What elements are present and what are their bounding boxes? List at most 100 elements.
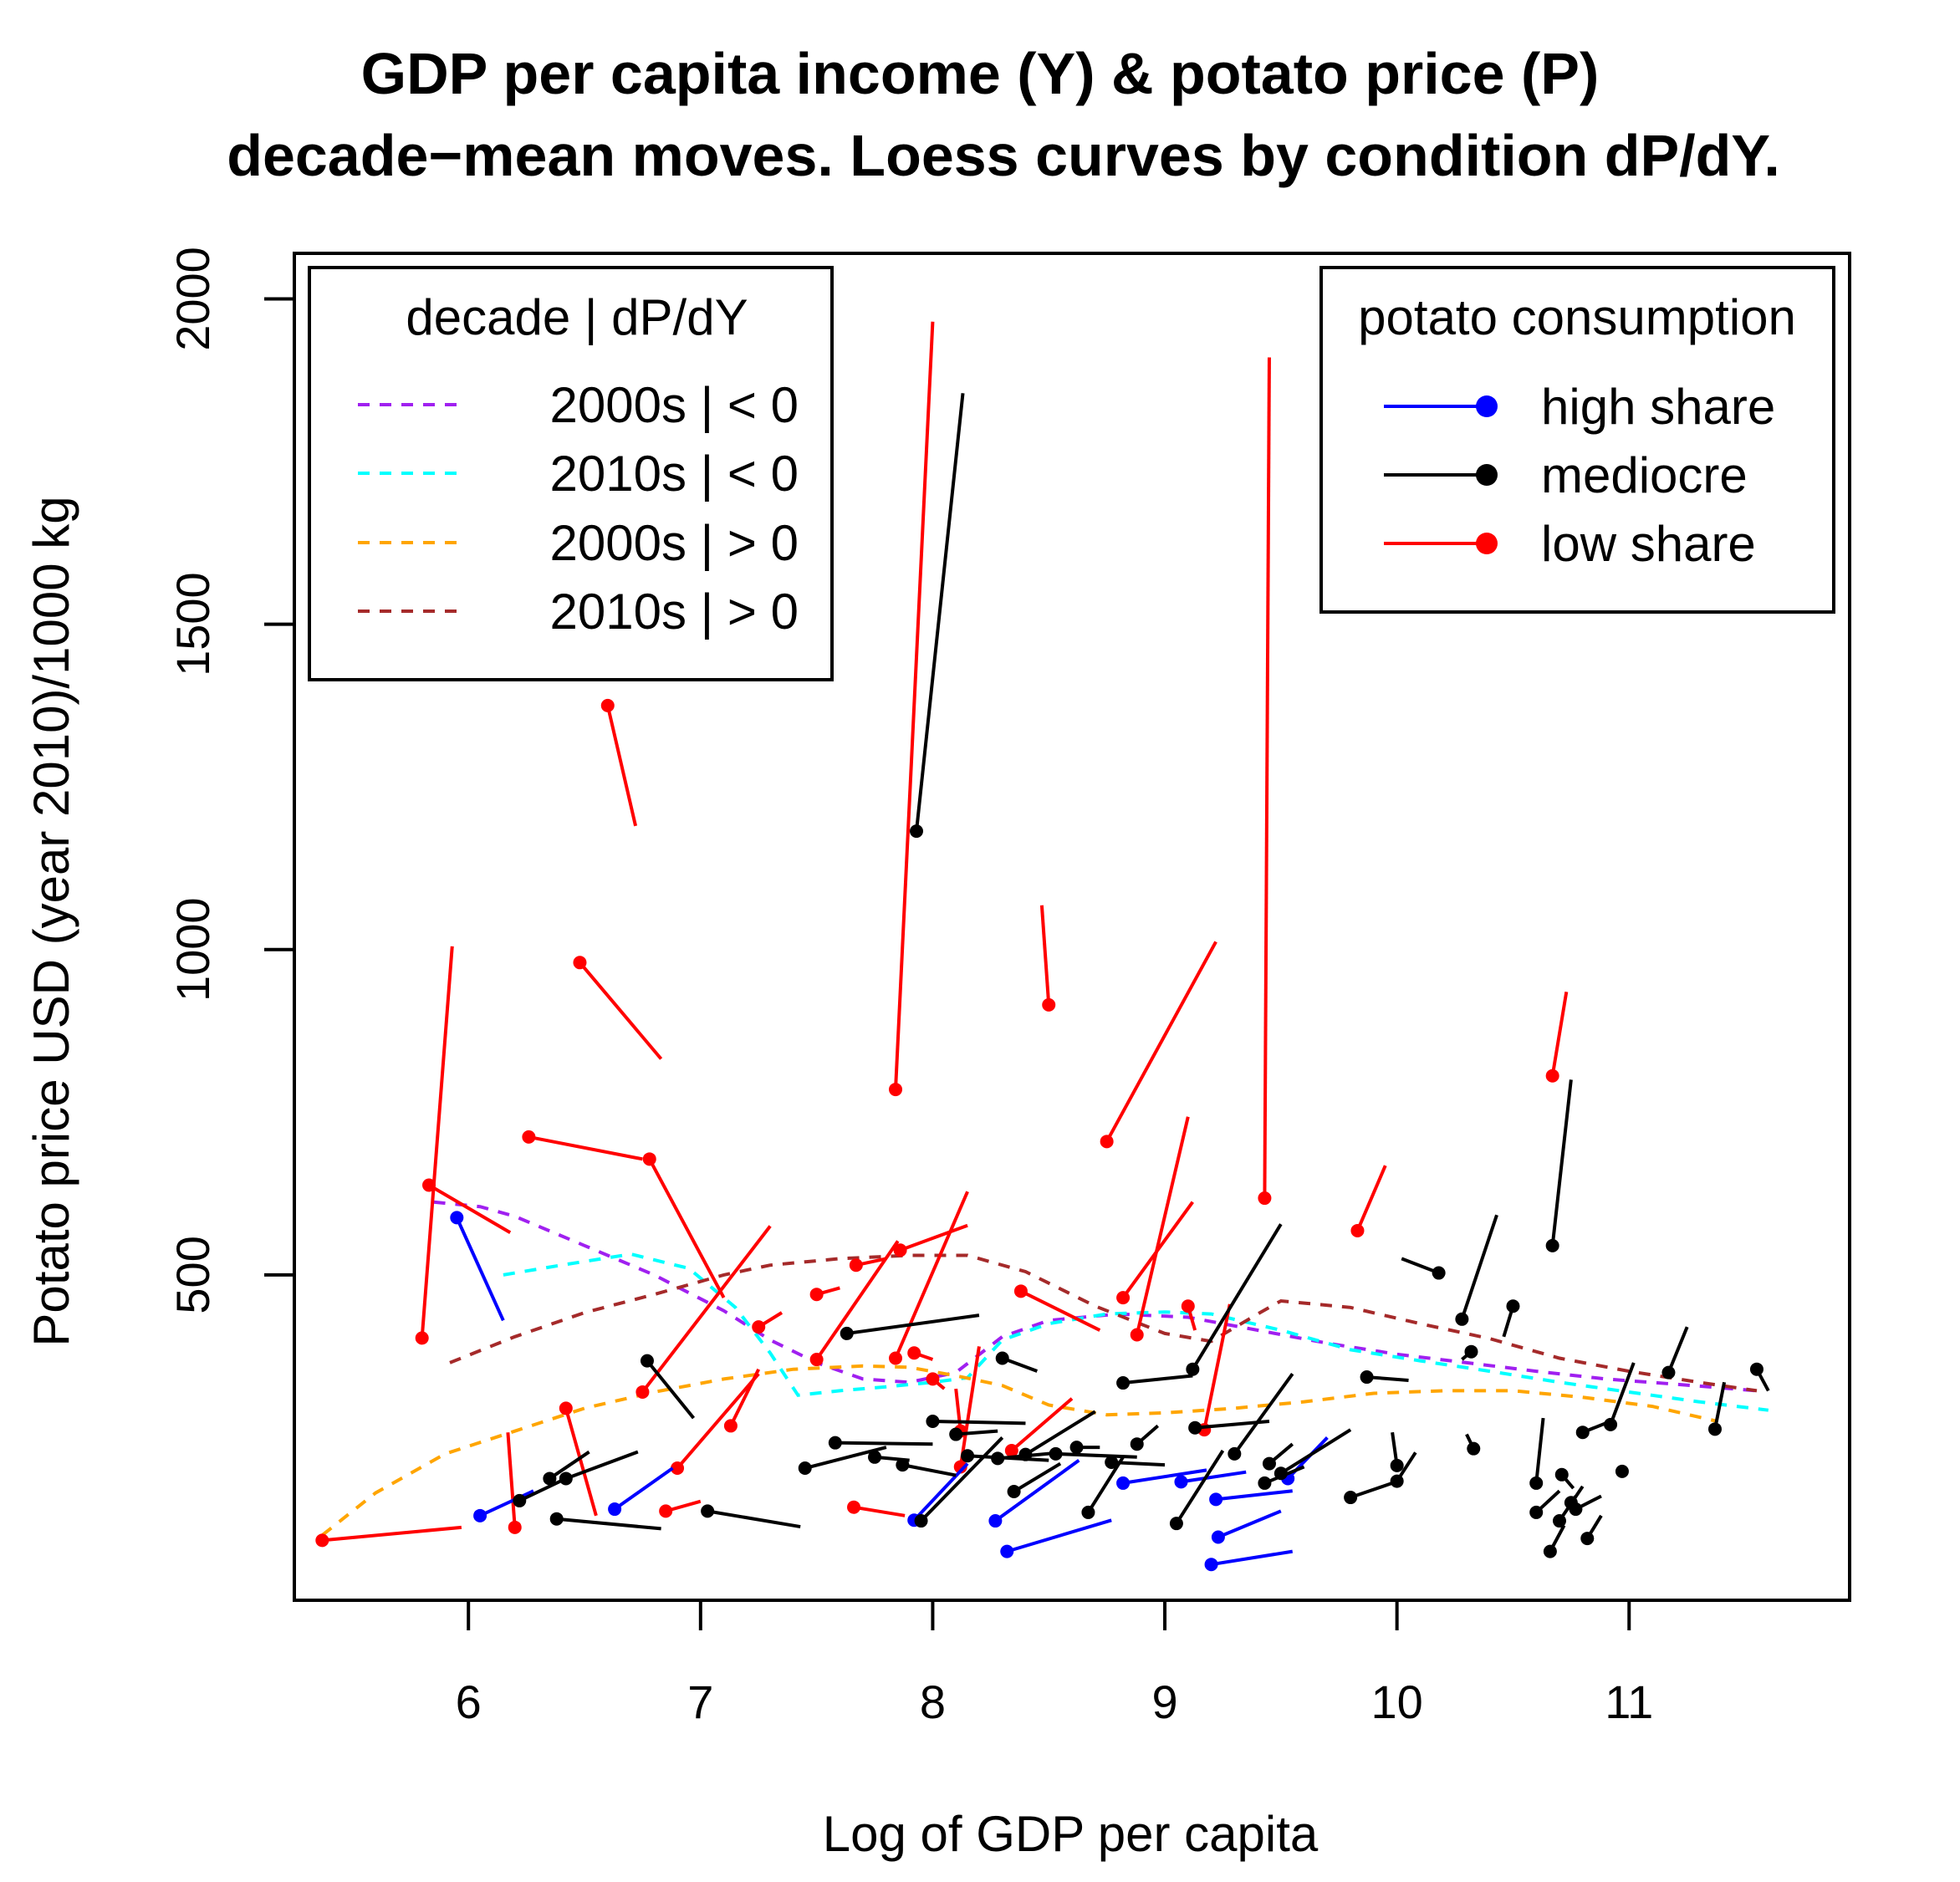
- segment-mediocre: [1609, 1362, 1636, 1426]
- segment-start-point-low-share: [1013, 1284, 1028, 1298]
- segment-mediocre: [1111, 1461, 1166, 1467]
- segment-start-point-low-share: [809, 1288, 824, 1302]
- segment-mediocre: [1550, 1079, 1573, 1247]
- segment-start-point-low-share: [893, 1243, 907, 1257]
- segment-start-point-low-share: [889, 1351, 903, 1365]
- segment-low-share: [814, 1240, 900, 1361]
- segment-low-share: [578, 961, 663, 1060]
- segment-start-point-mediocre: [701, 1504, 715, 1518]
- segment-mediocre: [1366, 1375, 1409, 1382]
- segment-low-share: [1135, 1116, 1190, 1335]
- segment-start-point-mediocre: [1018, 1447, 1033, 1461]
- legend-decade-label-2010s-pos: 2010s | > 0: [550, 584, 799, 640]
- segment-low-share: [564, 1407, 598, 1517]
- segment-mediocre: [1713, 1381, 1727, 1430]
- segment-low-share: [428, 1183, 512, 1235]
- segment-start-point-low-share: [415, 1331, 429, 1345]
- chart-title-line-1: GDP per capita income (Y) & potato price…: [361, 41, 1600, 106]
- y-tick-label: 500: [166, 1236, 219, 1313]
- segment-start-point-mediocre: [1707, 1422, 1722, 1436]
- segment-start-point-mediocre: [1545, 1238, 1559, 1252]
- segment-start-point-mediocre: [1749, 1362, 1763, 1376]
- legend-decade-label-2000s-neg: 2000s | < 0: [550, 377, 799, 433]
- segment-mediocre: [1086, 1456, 1125, 1514]
- legend-decade-label-2000s-pos: 2000s | > 0: [550, 515, 799, 571]
- loess-curves: [321, 1200, 1769, 1537]
- segment-start-point-high-share: [1116, 1476, 1131, 1490]
- segment-low-share: [1105, 941, 1217, 1143]
- segment-start-point-mediocre: [1007, 1485, 1021, 1499]
- segment-mediocre: [1460, 1214, 1498, 1320]
- y-tick-label: 1500: [166, 572, 219, 676]
- segment-start-point-mediocre: [910, 824, 923, 839]
- segment-start-point-low-share: [1130, 1328, 1144, 1342]
- segment-high-share: [912, 1462, 969, 1522]
- x-tick-label: 10: [1371, 1675, 1423, 1728]
- segment-start-point-mediocre: [1552, 1514, 1566, 1528]
- segment-mediocre: [1024, 1410, 1096, 1456]
- segment-start-point-low-share: [752, 1320, 766, 1334]
- segment-high-share: [1211, 1549, 1294, 1567]
- segment-start-point-mediocre: [1615, 1464, 1629, 1478]
- segment-low-share: [1550, 991, 1569, 1077]
- legend-consumption-label-low-share: low share: [1541, 516, 1756, 572]
- segment-low-share: [1355, 1165, 1387, 1232]
- segment-start-point-mediocre: [1661, 1365, 1676, 1380]
- legend-consumption-dot-high-share: [1476, 395, 1498, 417]
- segment-start-point-low-share: [659, 1504, 673, 1518]
- segment-low-share: [420, 946, 454, 1339]
- segment-start-point-high-share: [450, 1211, 464, 1225]
- segment-start-point-low-share: [635, 1385, 650, 1399]
- segment-high-share: [479, 1489, 534, 1517]
- legend-decade-box: [308, 266, 834, 681]
- y-tick-label: 2000: [166, 247, 219, 351]
- x-tick-label: 9: [1151, 1675, 1177, 1728]
- segment-start-point-low-share: [889, 1083, 903, 1097]
- segment-start-point-low-share: [849, 1258, 863, 1273]
- segment-start-point-mediocre: [1360, 1370, 1374, 1385]
- y-tick-label: 1000: [166, 897, 219, 1002]
- segment-start-point-low-share: [508, 1520, 522, 1534]
- segment-high-share: [1217, 1509, 1282, 1539]
- segment-high-share: [1122, 1468, 1207, 1485]
- segment-start-point-mediocre: [1049, 1446, 1063, 1461]
- segment-start-point-low-share: [926, 1372, 940, 1386]
- segment-high-share: [455, 1216, 505, 1322]
- segment-start-point-mediocre: [926, 1414, 940, 1428]
- segment-mediocre: [518, 1477, 567, 1502]
- segment-start-point-high-share: [1211, 1530, 1225, 1544]
- segment-start-point-mediocre: [1543, 1544, 1557, 1558]
- segment-start-point-mediocre: [559, 1471, 573, 1486]
- segment-start-point-mediocre: [1273, 1466, 1288, 1481]
- segment-low-share: [954, 1388, 962, 1431]
- segment-low-share: [958, 1346, 981, 1467]
- segment-mediocre: [1013, 1461, 1062, 1493]
- segment-low-share: [894, 1191, 969, 1359]
- segment-start-point-mediocre: [949, 1427, 963, 1441]
- segment-start-point-mediocre: [1130, 1437, 1144, 1451]
- segment-mediocre: [1055, 1451, 1137, 1459]
- segment-start-point-low-share: [315, 1533, 329, 1548]
- segment-mediocre: [1534, 1417, 1545, 1484]
- segment-start-point-mediocre: [828, 1436, 842, 1450]
- segment-start-point-low-share: [1100, 1135, 1114, 1149]
- segment-mediocre: [915, 393, 965, 832]
- x-tick-label: 11: [1605, 1675, 1653, 1728]
- segment-low-share: [1039, 905, 1051, 1006]
- segment-mediocre: [956, 1429, 998, 1436]
- segment-start-point-mediocre: [1262, 1456, 1276, 1471]
- segment-mediocre: [1175, 1449, 1225, 1525]
- segment-mediocre: [1667, 1326, 1689, 1374]
- loess-curve-0: [433, 1200, 1758, 1393]
- segment-mediocre: [549, 1450, 590, 1481]
- legend-consumption-dot-low-share: [1476, 533, 1498, 554]
- segment-start-point-mediocre: [1432, 1266, 1446, 1280]
- segment-start-point-mediocre: [1554, 1467, 1569, 1482]
- segment-low-share: [1263, 357, 1271, 1199]
- segment-mediocre: [1350, 1482, 1393, 1499]
- segment-mediocre: [1122, 1374, 1193, 1385]
- segment-high-share: [994, 1459, 1080, 1522]
- segment-low-share: [647, 1158, 726, 1299]
- segment-start-point-mediocre: [1506, 1299, 1520, 1313]
